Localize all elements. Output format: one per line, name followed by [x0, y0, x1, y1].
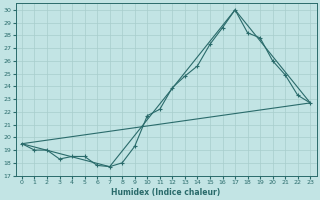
X-axis label: Humidex (Indice chaleur): Humidex (Indice chaleur): [111, 188, 221, 197]
